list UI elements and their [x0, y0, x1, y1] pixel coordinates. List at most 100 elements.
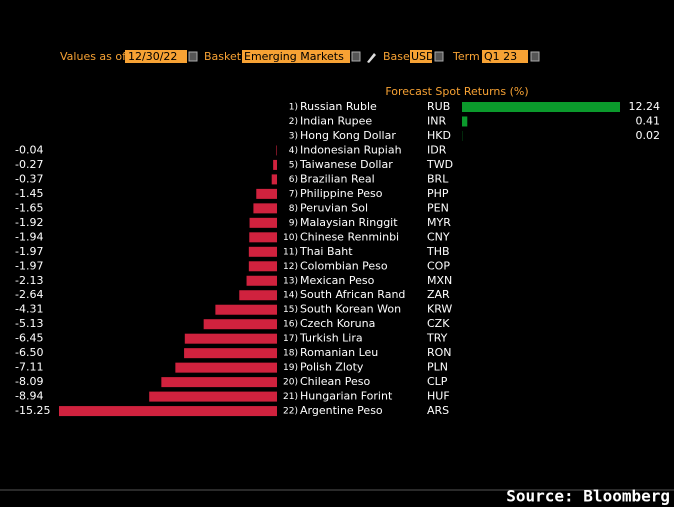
value-label: -0.37: [15, 172, 43, 185]
rank: 11): [283, 247, 298, 257]
currency-name: Colombian Peso: [300, 259, 388, 272]
values-as-of-label: Values as of: [60, 50, 127, 63]
currency-code: PHP: [427, 187, 449, 200]
bar: [248, 246, 277, 257]
value-label: -8.94: [15, 390, 43, 403]
rank: 12): [283, 262, 298, 272]
value-label: -6.45: [15, 332, 43, 345]
currency-name: South African Rand: [300, 288, 405, 301]
currency-code: TWD: [426, 158, 453, 171]
currency-name: Indonesian Rupiah: [300, 143, 402, 156]
rank: 21): [283, 392, 298, 402]
source: Source: Bloomberg: [506, 487, 670, 506]
bar: [239, 290, 277, 301]
bar: [249, 217, 277, 228]
currency-code: PEN: [427, 201, 449, 214]
value-label: -15.25: [15, 404, 50, 417]
rank: 13): [283, 276, 298, 286]
currency-code: CNY: [427, 230, 450, 243]
currency-name: Indian Rupee: [300, 114, 372, 127]
bar: [203, 319, 277, 330]
bar: [59, 406, 277, 417]
rank: 17): [283, 334, 298, 344]
bar: [276, 145, 277, 156]
rank: 19): [283, 363, 298, 373]
value-label: -1.94: [15, 230, 43, 243]
rank: 1): [289, 103, 298, 113]
value-label: -1.45: [15, 187, 43, 200]
bar: [161, 377, 277, 388]
date-value[interactable]: 12/30/22: [128, 50, 177, 63]
rank: 4): [289, 146, 298, 156]
value-label: -0.27: [15, 158, 43, 171]
rank: 16): [283, 320, 298, 330]
value-label: -1.97: [15, 259, 43, 272]
currency-code: MYR: [427, 216, 451, 229]
calendar-button[interactable]: [188, 51, 198, 62]
bar: [256, 188, 277, 199]
chart-title: Forecast Spot Returns (%): [385, 85, 528, 98]
rank: 10): [283, 233, 298, 243]
term-label: Term: [452, 50, 480, 63]
rank: 9): [289, 218, 298, 228]
currency-name: Romanian Leu: [300, 346, 378, 359]
bar: [184, 333, 277, 344]
rank: 7): [289, 189, 298, 199]
bar: [215, 304, 277, 315]
currency-code: INR: [427, 114, 446, 127]
currency-code: ZAR: [427, 288, 450, 301]
date-field[interactable]: [125, 50, 187, 63]
currency-name: Hong Kong Dollar: [300, 129, 396, 142]
basket-field[interactable]: [242, 50, 350, 63]
term-value[interactable]: Q1 23: [484, 50, 517, 63]
currency-code: MXN: [427, 274, 452, 287]
bar: [249, 232, 277, 243]
rank: 20): [283, 378, 298, 388]
currency-name: Czech Koruna: [300, 317, 375, 330]
rank: 8): [289, 204, 298, 214]
currency-code: THB: [426, 245, 450, 258]
rank: 5): [289, 160, 298, 170]
base-dropdown[interactable]: [434, 51, 444, 62]
currency-name: Philippine Peso: [300, 187, 383, 200]
currency-name: Polish Zloty: [300, 361, 364, 374]
bar: [462, 102, 620, 112]
value-label: -5.13: [15, 317, 43, 330]
value-label: -2.64: [15, 288, 43, 301]
currency-name: Russian Ruble: [300, 100, 377, 113]
base-value[interactable]: USD: [411, 50, 435, 63]
value-label: 0.02: [636, 129, 661, 142]
term-dropdown[interactable]: [530, 51, 540, 62]
bar: [273, 159, 277, 170]
currency-code: CZK: [427, 317, 450, 330]
currency-name: Taiwanese Dollar: [299, 158, 393, 171]
currency-name: Brazilian Real: [300, 172, 375, 185]
basket-value[interactable]: Emerging Markets: [244, 50, 344, 63]
currency-code: HKD: [427, 129, 451, 142]
rank: 6): [289, 175, 298, 185]
value-label: -7.11: [15, 361, 43, 374]
value-label: -1.92: [15, 216, 43, 229]
value-label: -6.50: [15, 346, 43, 359]
currency-code: CLP: [427, 375, 448, 388]
bar: [246, 275, 277, 286]
currency-name: Peruvian Sol: [300, 201, 368, 214]
bar: [184, 348, 277, 359]
rank: 15): [283, 305, 298, 315]
basket-dropdown[interactable]: [351, 51, 361, 62]
currency-name: Mexican Peso: [300, 274, 375, 287]
edit-icon[interactable]: [367, 53, 376, 63]
currency-name: Thai Baht: [299, 245, 353, 258]
value-label: -4.31: [15, 303, 43, 316]
currency-code: KRW: [427, 303, 452, 316]
value-label: -2.13: [15, 274, 43, 287]
rank: 3): [289, 131, 298, 141]
base-field[interactable]: [410, 50, 432, 63]
currency-name: Hungarian Forint: [300, 390, 393, 403]
value-label: -1.97: [15, 245, 43, 258]
rank: 22): [283, 407, 298, 417]
term-field[interactable]: [482, 50, 528, 63]
currency-name: Chilean Peso: [300, 375, 370, 388]
